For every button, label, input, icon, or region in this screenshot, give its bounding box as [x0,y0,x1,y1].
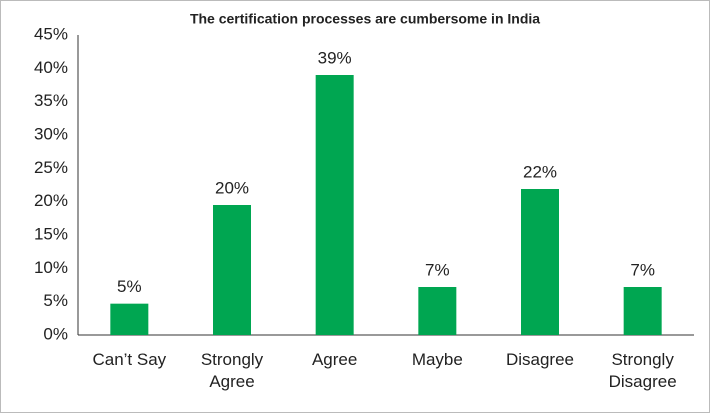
y-tick-label: 25% [34,158,68,177]
bar [110,303,149,335]
y-tick-label: 40% [34,58,68,77]
data-label: 7% [630,260,655,279]
x-tick-label: Can’t Say [92,350,167,369]
y-tick-label: 0% [43,324,68,343]
y-tick-label: 30% [34,124,68,143]
bar [315,75,354,335]
bar [623,287,662,335]
bar [418,287,457,335]
y-tick-label: 15% [34,224,68,243]
data-label: 22% [523,162,557,181]
y-tick-label: 45% [34,24,68,43]
x-tick-label: Disagree [505,350,575,369]
x-tick-label: Strongly Agree [200,350,264,391]
bar [213,205,251,335]
bar [521,189,559,335]
y-tick-label: 5% [43,291,68,310]
y-tick-label: 20% [34,191,68,210]
y-tick-label: 35% [34,91,68,110]
data-label: 20% [215,178,249,197]
data-label: 7% [425,260,450,279]
chart-title: The certification processes are cumberso… [190,11,540,27]
x-tick-label: Maybe [411,350,463,369]
data-label: 39% [318,48,352,67]
x-tick-label: Strongly Disagree [608,350,677,391]
data-label: 5% [117,277,142,296]
x-tick-label: Agree [311,350,358,369]
y-tick-label: 10% [34,258,68,277]
